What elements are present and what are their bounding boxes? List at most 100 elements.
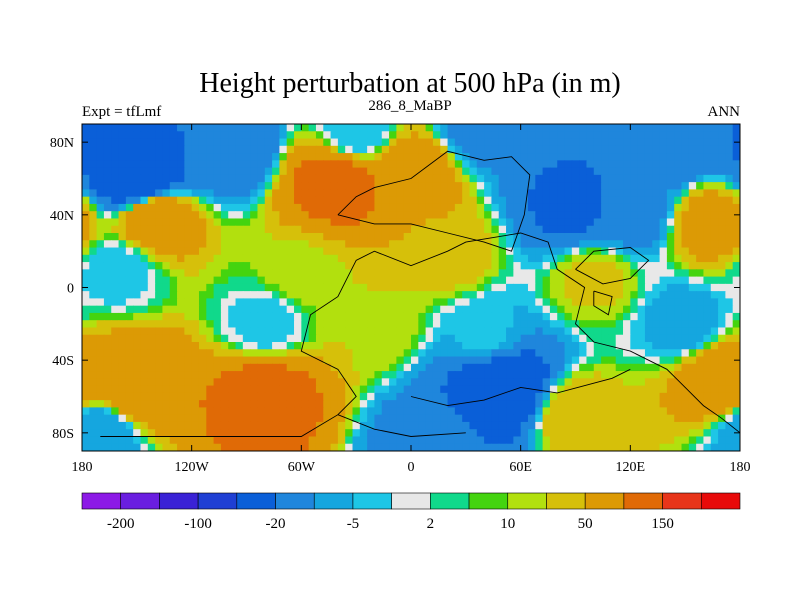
field-cell xyxy=(637,203,646,212)
field-cell xyxy=(454,414,463,423)
field-cell xyxy=(133,421,142,430)
field-cell xyxy=(103,225,112,234)
field-cell xyxy=(257,131,266,140)
field-cell xyxy=(337,378,346,387)
field-cell xyxy=(264,429,273,438)
field-cell xyxy=(96,124,105,132)
field-cell xyxy=(301,356,310,365)
field-cell xyxy=(476,436,485,445)
field-cell xyxy=(403,363,412,372)
field-cell xyxy=(103,421,112,430)
field-cell xyxy=(301,153,310,161)
field-cell xyxy=(666,262,675,270)
field-cell xyxy=(440,371,449,379)
field-cell xyxy=(301,305,310,314)
field-cell xyxy=(242,443,251,451)
field-cell xyxy=(520,400,529,408)
field-cell xyxy=(184,124,193,132)
field-cell xyxy=(228,356,237,365)
field-cell xyxy=(440,320,449,329)
field-cell xyxy=(462,392,471,401)
field-cell xyxy=(337,414,346,423)
field-cell xyxy=(432,269,441,278)
field-cell xyxy=(301,254,310,263)
field-cell xyxy=(213,225,222,234)
field-cell xyxy=(411,356,419,365)
field-cell xyxy=(184,385,193,394)
field-cell xyxy=(140,436,149,445)
field-cell xyxy=(96,363,105,372)
field-cell xyxy=(140,312,149,321)
field-cell xyxy=(381,327,390,336)
field-cell xyxy=(593,443,602,451)
field-cell xyxy=(147,182,156,190)
field-cell xyxy=(535,349,544,358)
field-cell xyxy=(506,138,514,147)
field-cell xyxy=(462,421,471,430)
field-cell xyxy=(542,203,551,212)
field-cell xyxy=(96,298,105,307)
field-cell xyxy=(549,131,558,140)
field-cell xyxy=(396,283,405,292)
field-cell xyxy=(235,429,244,438)
field-cell xyxy=(484,218,493,227)
field-cell xyxy=(250,196,259,205)
field-cell xyxy=(140,174,149,183)
field-cell xyxy=(242,218,251,227)
field-cell xyxy=(82,153,90,161)
field-cell xyxy=(718,291,726,299)
field-cell xyxy=(688,196,697,205)
field-cell xyxy=(688,203,697,212)
field-cell xyxy=(527,392,536,401)
field-cell xyxy=(498,189,507,198)
field-cell xyxy=(155,334,164,343)
field-cell xyxy=(396,363,405,372)
field-cell xyxy=(425,421,434,430)
field-cell xyxy=(279,225,288,234)
field-cell xyxy=(89,174,98,183)
field-cell xyxy=(206,153,215,161)
field-cell xyxy=(155,138,164,147)
field-cell xyxy=(608,356,617,365)
field-cell xyxy=(710,414,719,423)
field-cell xyxy=(257,269,266,278)
field-cell xyxy=(506,225,514,234)
field-cell xyxy=(411,196,419,205)
field-cell xyxy=(601,312,609,321)
field-cell xyxy=(637,385,646,394)
field-cell xyxy=(403,443,412,451)
field-cell xyxy=(257,342,266,350)
field-cell xyxy=(520,138,529,147)
field-cell xyxy=(703,342,712,350)
field-cell xyxy=(432,124,441,132)
field-cell xyxy=(630,407,639,416)
field-cell xyxy=(337,211,346,220)
field-cell xyxy=(111,378,120,387)
field-cell xyxy=(213,269,222,278)
field-cell xyxy=(571,363,580,372)
field-cell xyxy=(228,124,237,132)
field-cell xyxy=(103,443,112,451)
field-cell xyxy=(506,269,514,278)
field-cell xyxy=(462,378,471,387)
field-cell xyxy=(198,407,207,416)
field-cell xyxy=(615,356,624,365)
field-cell xyxy=(425,392,434,401)
field-cell xyxy=(315,160,324,169)
field-cell xyxy=(323,218,332,227)
field-cell xyxy=(89,276,98,285)
field-cell xyxy=(615,421,624,430)
field-cell xyxy=(608,153,617,161)
field-cell xyxy=(389,247,397,256)
field-cell xyxy=(732,400,740,408)
field-cell xyxy=(652,305,661,314)
field-cell xyxy=(623,385,631,394)
field-cell xyxy=(352,429,361,438)
field-cell xyxy=(82,378,90,387)
field-cell xyxy=(396,414,405,423)
field-cell xyxy=(454,145,463,154)
field-cell xyxy=(352,291,361,299)
field-cell xyxy=(520,443,529,451)
field-cell xyxy=(513,334,522,343)
field-cell xyxy=(235,182,244,190)
